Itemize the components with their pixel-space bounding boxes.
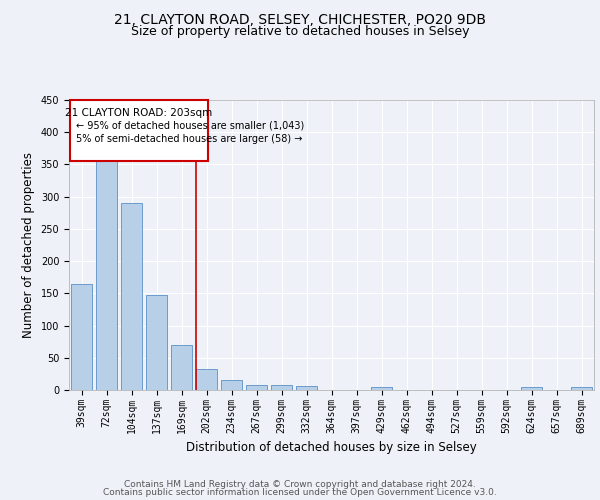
Text: Size of property relative to detached houses in Selsey: Size of property relative to detached ho…: [131, 25, 469, 38]
Bar: [246, 385, 267, 390]
Bar: [571, 387, 592, 390]
Bar: [271, 386, 292, 390]
Bar: [171, 345, 192, 390]
Bar: [96, 148, 117, 390]
Bar: [70, 100, 208, 161]
Bar: [71, 284, 92, 390]
Y-axis label: Number of detached properties: Number of detached properties: [22, 152, 35, 338]
Text: 21 CLAYTON ROAD: 203sqm: 21 CLAYTON ROAD: 203sqm: [65, 108, 212, 118]
Bar: [146, 294, 167, 390]
Text: 5% of semi-detached houses are larger (58) →: 5% of semi-detached houses are larger (5…: [77, 134, 303, 143]
Bar: [371, 387, 392, 390]
X-axis label: Distribution of detached houses by size in Selsey: Distribution of detached houses by size …: [186, 441, 477, 454]
Bar: [196, 368, 217, 390]
Bar: [221, 380, 242, 390]
Bar: [521, 387, 542, 390]
Text: ← 95% of detached houses are smaller (1,043): ← 95% of detached houses are smaller (1,…: [77, 120, 305, 130]
Bar: [121, 203, 142, 390]
Text: Contains public sector information licensed under the Open Government Licence v3: Contains public sector information licen…: [103, 488, 497, 497]
Bar: [296, 386, 317, 390]
Text: 21, CLAYTON ROAD, SELSEY, CHICHESTER, PO20 9DB: 21, CLAYTON ROAD, SELSEY, CHICHESTER, PO…: [114, 12, 486, 26]
Text: Contains HM Land Registry data © Crown copyright and database right 2024.: Contains HM Land Registry data © Crown c…: [124, 480, 476, 489]
